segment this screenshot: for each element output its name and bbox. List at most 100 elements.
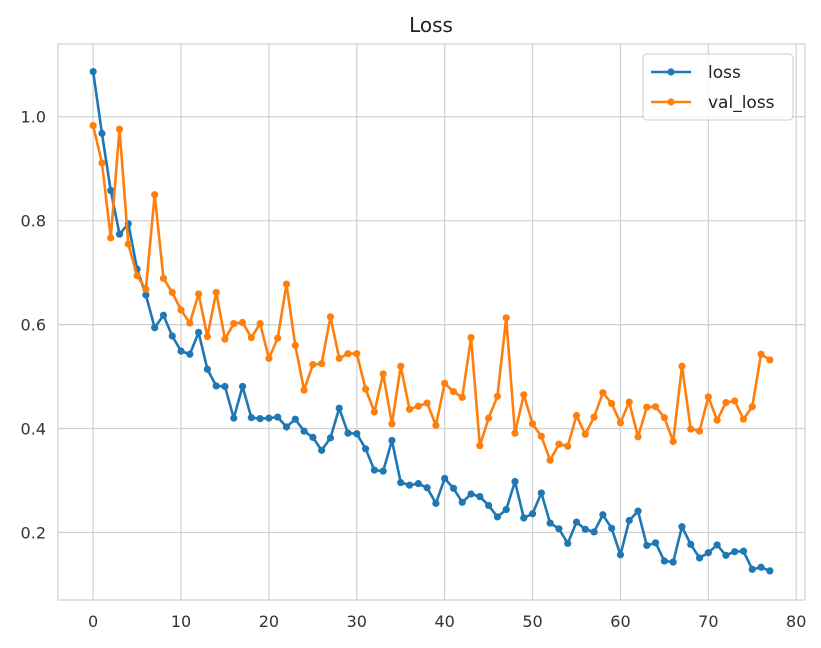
- data-point-val-loss: [344, 350, 352, 358]
- data-point-val-loss: [713, 416, 721, 424]
- data-point-loss: [414, 480, 422, 488]
- x-tick-label: 60: [610, 612, 630, 631]
- series-line-val-loss: [91, 124, 772, 462]
- data-point-loss: [616, 551, 625, 559]
- data-point-val-loss: [704, 393, 712, 401]
- data-point-loss: [212, 382, 220, 390]
- data-point-loss: [687, 540, 695, 549]
- x-tick-label: 0: [88, 612, 98, 631]
- data-point-loss: [713, 541, 721, 549]
- data-point-val-loss: [511, 429, 519, 437]
- data-point-val-loss: [493, 392, 502, 400]
- data-point-loss: [572, 518, 581, 526]
- data-point-loss: [766, 567, 774, 575]
- data-point-val-loss: [309, 361, 317, 369]
- data-point-loss: [555, 525, 563, 533]
- data-point-val-loss: [133, 272, 141, 280]
- data-point-loss: [265, 414, 273, 422]
- x-gridlines: [92, 44, 797, 600]
- legend-val-loss-label: val_loss: [708, 93, 775, 113]
- data-point-loss: [546, 519, 554, 527]
- data-point-val-loss: [748, 403, 756, 411]
- series-layer: [89, 67, 774, 575]
- data-point-val-loss: [441, 379, 449, 387]
- data-point-val-loss: [291, 341, 299, 349]
- data-point-val-loss: [616, 419, 625, 427]
- data-point-val-loss: [353, 350, 361, 358]
- data-point-val-loss: [256, 319, 264, 328]
- data-point-loss: [361, 445, 370, 453]
- data-point-val-loss: [335, 354, 343, 362]
- data-point-loss: [151, 324, 159, 332]
- data-point-val-loss: [212, 288, 220, 296]
- y-tick-label: 0.4: [21, 420, 46, 439]
- data-point-loss: [388, 436, 396, 445]
- chart-title: Loss: [409, 13, 453, 37]
- data-point-loss: [309, 433, 317, 441]
- data-point-val-loss: [634, 433, 642, 441]
- x-tick-label: 10: [171, 612, 191, 631]
- x-tick-label: 20: [259, 612, 279, 631]
- data-point-loss: [344, 429, 352, 437]
- data-point-loss: [221, 382, 229, 391]
- data-point-loss: [704, 549, 712, 557]
- data-point-val-loss: [502, 314, 510, 322]
- data-point-loss: [625, 516, 633, 525]
- data-point-loss: [441, 474, 449, 483]
- data-point-val-loss: [238, 318, 247, 327]
- data-point-val-loss: [274, 334, 282, 342]
- data-point-val-loss: [124, 240, 132, 248]
- data-point-loss: [564, 539, 572, 547]
- data-point-val-loss: [537, 432, 545, 440]
- y-gridlines: [58, 116, 805, 534]
- data-point-loss: [195, 328, 203, 336]
- data-point-val-loss: [731, 397, 739, 405]
- data-point-val-loss: [625, 398, 633, 406]
- data-point-val-loss: [432, 421, 440, 430]
- data-point-val-loss: [247, 333, 255, 342]
- data-point-val-loss: [458, 393, 466, 401]
- data-point-loss: [511, 477, 519, 486]
- data-point-val-loss: [203, 332, 211, 341]
- y-tick-label: 0.8: [21, 212, 46, 231]
- data-point-loss: [115, 230, 124, 238]
- data-point-loss: [485, 501, 493, 510]
- data-point-val-loss: [757, 350, 765, 358]
- legend-loss-marker: [667, 68, 675, 76]
- data-point-val-loss: [739, 415, 748, 423]
- data-point-val-loss: [265, 354, 273, 362]
- plot-area: [57, 43, 806, 601]
- data-point-val-loss: [564, 442, 572, 450]
- data-point-val-loss: [370, 408, 378, 416]
- data-point-loss: [458, 498, 466, 506]
- data-point-val-loss: [423, 399, 431, 407]
- data-point-loss: [634, 507, 642, 515]
- x-tick-label: 30: [347, 612, 367, 631]
- data-point-val-loss: [608, 399, 616, 408]
- data-point-val-loss: [678, 362, 686, 370]
- legend: loss val_loss: [642, 53, 794, 121]
- data-point-loss: [660, 557, 668, 565]
- data-point-loss: [291, 415, 299, 423]
- data-point-val-loss: [528, 420, 537, 428]
- data-point-loss: [520, 514, 528, 522]
- data-point-loss: [590, 528, 598, 536]
- data-point-val-loss: [98, 159, 106, 167]
- data-point-val-loss: [186, 319, 194, 327]
- data-point-val-loss: [581, 430, 589, 438]
- data-point-loss: [300, 427, 308, 435]
- data-point-loss: [318, 446, 326, 454]
- data-point-val-loss: [467, 333, 475, 342]
- data-point-val-loss: [230, 319, 238, 328]
- data-point-loss: [467, 490, 475, 498]
- data-point-loss: [739, 547, 748, 555]
- data-point-loss: [98, 129, 106, 137]
- data-point-val-loss: [300, 386, 308, 394]
- data-point-loss: [678, 523, 686, 531]
- data-point-val-loss: [195, 290, 203, 298]
- data-point-loss: [757, 563, 765, 571]
- data-point-val-loss: [572, 411, 581, 420]
- data-point-val-loss: [107, 234, 115, 242]
- data-point-val-loss: [590, 413, 598, 421]
